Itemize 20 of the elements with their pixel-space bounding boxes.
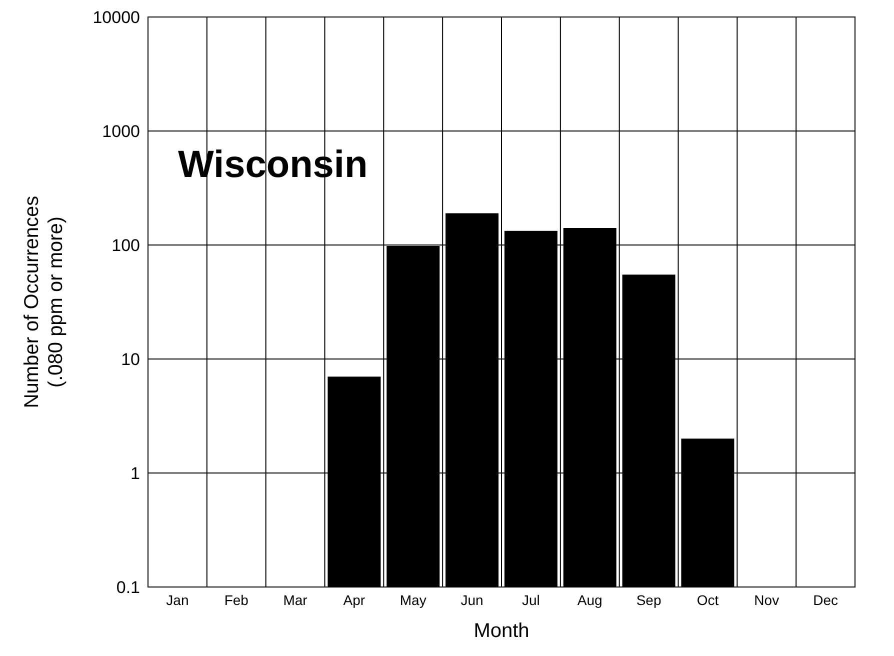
x-axis-title: Month bbox=[474, 620, 530, 642]
x-tick-label: Oct bbox=[696, 592, 719, 608]
y-tick-label: 10000 bbox=[92, 8, 140, 28]
y-tick-label: 0.1 bbox=[116, 578, 140, 598]
y-axis-title: Number of Occurrences (.080 ppm or more) bbox=[21, 196, 67, 408]
y-tick-label: 1 bbox=[130, 464, 140, 484]
y-tick-label: 10 bbox=[121, 350, 140, 370]
x-tick-label: Jan bbox=[166, 592, 189, 608]
x-tick-label: Aug bbox=[577, 592, 602, 608]
x-tick-label: Dec bbox=[813, 592, 838, 608]
x-tick-label: Jun bbox=[460, 592, 484, 608]
x-tick-label: Sep bbox=[636, 592, 662, 608]
x-tick-label: Mar bbox=[283, 592, 308, 608]
x-tick-label: Jul bbox=[522, 592, 540, 608]
y-tick-label: 1000 bbox=[102, 122, 140, 142]
x-tick-label: Feb bbox=[224, 592, 249, 608]
x-tick-label: Nov bbox=[754, 592, 780, 608]
x-tick-label: May bbox=[400, 592, 426, 608]
x-tick-label: Apr bbox=[343, 592, 366, 608]
y-tick-label: 100 bbox=[112, 236, 140, 256]
